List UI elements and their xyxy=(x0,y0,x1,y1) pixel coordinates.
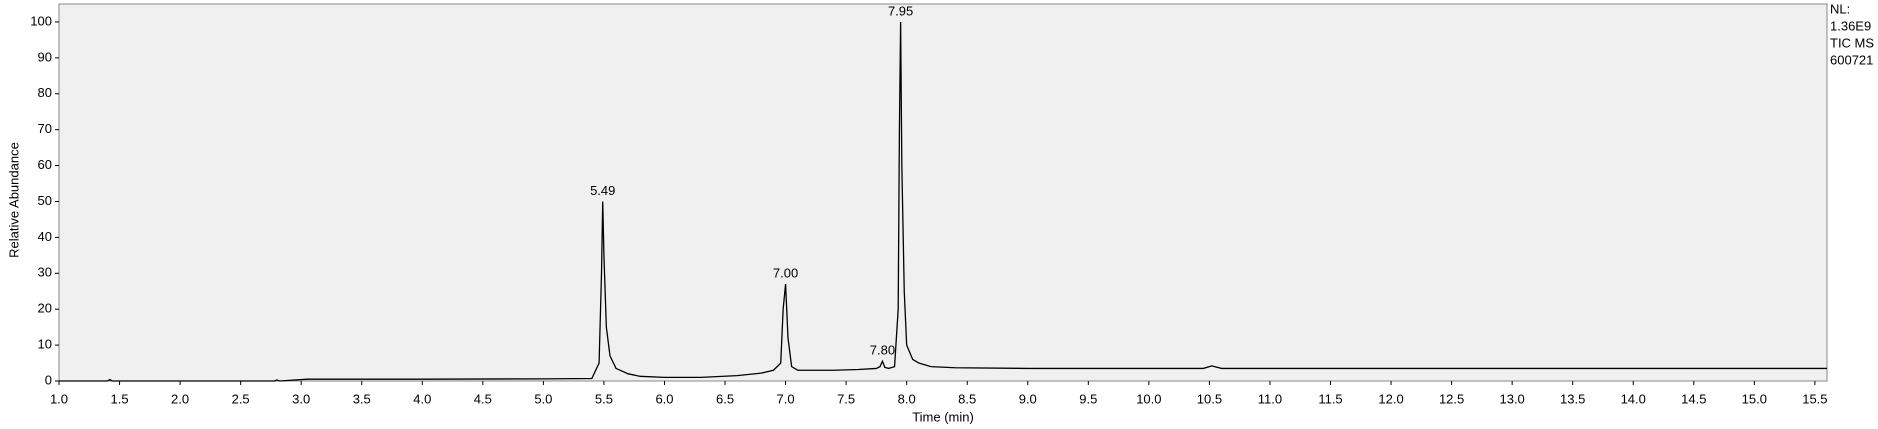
peak-label: 7.80 xyxy=(870,343,895,358)
y-tick-label: 60 xyxy=(38,157,52,172)
y-tick-label: 0 xyxy=(45,372,52,387)
x-tick-label: 2.0 xyxy=(171,391,189,406)
x-axis-title: Time (min) xyxy=(912,409,974,424)
plot-area xyxy=(58,3,1828,382)
info-text: TIC MS xyxy=(1830,35,1874,50)
x-tick-label: 15.0 xyxy=(1742,391,1767,406)
x-tick-label: 2.5 xyxy=(232,391,250,406)
info-text: 1.36E9 xyxy=(1830,18,1871,33)
y-axis-title: Relative Abundance xyxy=(6,142,21,258)
x-tick-label: 6.0 xyxy=(655,391,673,406)
y-tick-label: 10 xyxy=(38,337,52,352)
x-tick-label: 11.0 xyxy=(1258,391,1282,406)
x-tick-label: 11.5 xyxy=(1318,391,1342,406)
x-tick-label: 15.5 xyxy=(1802,391,1827,406)
x-tick-label: 7.0 xyxy=(777,391,795,406)
x-tick-label: 9.0 xyxy=(1019,391,1037,406)
x-tick-label: 10.5 xyxy=(1197,391,1222,406)
y-tick-label: 100 xyxy=(30,13,52,28)
x-tick-label: 8.5 xyxy=(958,391,976,406)
x-tick-label: 12.0 xyxy=(1378,391,1403,406)
peak-label: 5.49 xyxy=(590,183,615,198)
x-tick-label: 1.0 xyxy=(50,391,68,406)
y-tick-label: 90 xyxy=(38,49,52,64)
y-tick-label: 30 xyxy=(38,265,52,280)
x-tick-label: 4.5 xyxy=(474,391,492,406)
peak-label: 7.95 xyxy=(888,3,913,18)
x-tick-label: 13.0 xyxy=(1499,391,1524,406)
x-tick-label: 13.5 xyxy=(1560,391,1585,406)
x-tick-label: 1.5 xyxy=(111,391,129,406)
x-tick-label: 3.5 xyxy=(353,391,371,406)
x-tick-label: 12.5 xyxy=(1439,391,1464,406)
peak-label: 7.00 xyxy=(773,265,798,280)
x-tick-label: 6.5 xyxy=(716,391,734,406)
x-tick-label: 10.0 xyxy=(1136,391,1161,406)
trace xyxy=(59,21,1827,382)
y-tick-label: 50 xyxy=(38,193,52,208)
y-tick-label: 40 xyxy=(38,229,52,244)
x-tick-label: 7.5 xyxy=(837,391,855,406)
y-tick-label: 70 xyxy=(38,121,52,136)
x-tick-label: 14.0 xyxy=(1621,391,1646,406)
x-tick-label: 8.0 xyxy=(898,391,916,406)
x-tick-label: 9.5 xyxy=(1079,391,1097,406)
x-tick-label: 5.0 xyxy=(534,391,552,406)
y-tick-label: 80 xyxy=(38,85,52,100)
x-tick-label: 3.0 xyxy=(292,391,310,406)
x-tick-label: 14.5 xyxy=(1681,391,1706,406)
info-text: NL: xyxy=(1830,1,1850,16)
x-tick-label: 5.5 xyxy=(595,391,613,406)
x-tick-label: 4.0 xyxy=(413,391,431,406)
info-text: 600721 xyxy=(1830,52,1873,67)
y-tick-label: 20 xyxy=(38,301,52,316)
